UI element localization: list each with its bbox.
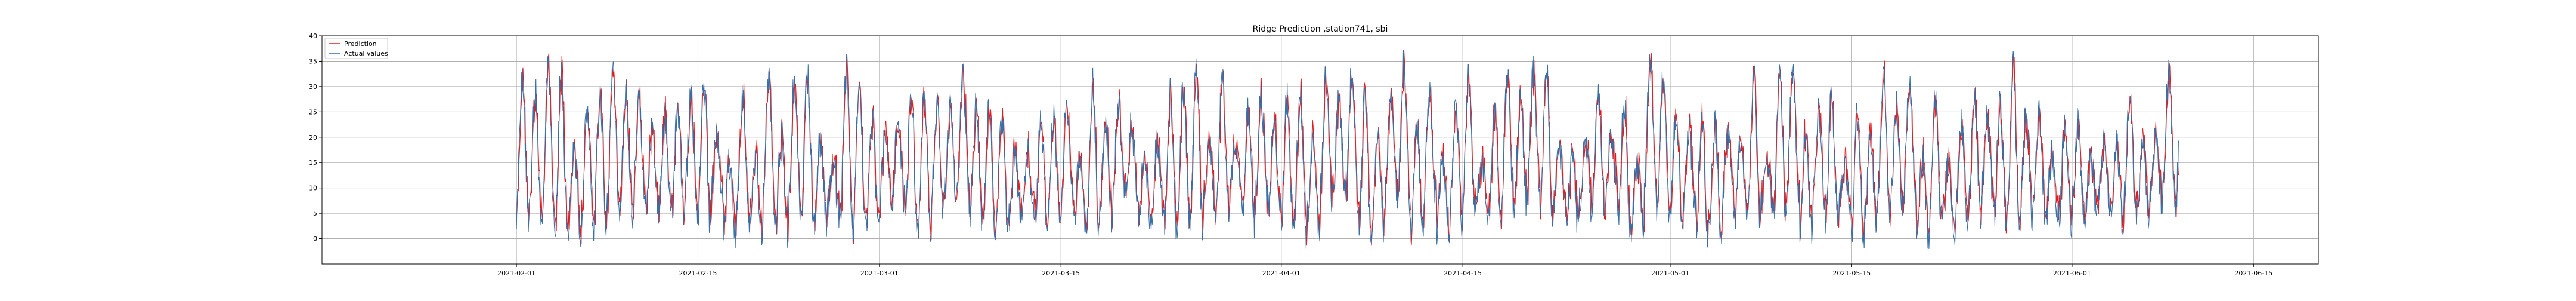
plot-area-frame: [321, 35, 2319, 265]
x-tick-label: 2021-06-15: [2234, 269, 2272, 277]
legend: Prediction Actual values: [324, 38, 388, 59]
y-axis: 0 5 10 15 20 25 30 35 40: [309, 32, 322, 243]
y-tick-label: 0: [313, 235, 317, 243]
x-tick-label: 2021-05-15: [1832, 269, 1871, 277]
x-tick-label: 2021-02-01: [497, 269, 535, 277]
x-tick-label: 2021-05-01: [1651, 269, 1689, 277]
legend-prediction-label: Prediction: [344, 40, 377, 48]
x-tick-label: 2021-04-15: [1444, 269, 1482, 277]
x-tick-label: 2021-02-15: [679, 269, 717, 277]
legend-box: [324, 38, 388, 59]
legend-actual-label: Actual values: [344, 50, 388, 57]
y-tick-label: 20: [309, 134, 317, 142]
series-layer: [516, 49, 2179, 250]
y-tick-label: 10: [309, 185, 317, 192]
y-tick-label: 35: [309, 57, 317, 65]
y-tick-label: 5: [313, 210, 317, 217]
y-tick-label: 40: [309, 32, 317, 40]
x-axis: 2021-02-01 2021-02-15 2021-03-01 2021-03-15…: [497, 264, 2272, 277]
y-tick-label: 25: [309, 108, 317, 116]
y-tick-label: 15: [309, 159, 317, 167]
x-tick-label: 2021-04-01: [1262, 269, 1301, 277]
x-tick-label: 2021-03-15: [1042, 269, 1080, 277]
x-tick-label: 2021-06-01: [2053, 269, 2091, 277]
chart-title: Ridge Prediction ,station741, sbi: [1253, 24, 1388, 34]
y-tick-label: 30: [309, 83, 317, 91]
series-prediction-line: [516, 49, 2179, 246]
series-actual-line: [516, 50, 2179, 250]
x-tick-label: 2021-03-01: [860, 269, 899, 277]
